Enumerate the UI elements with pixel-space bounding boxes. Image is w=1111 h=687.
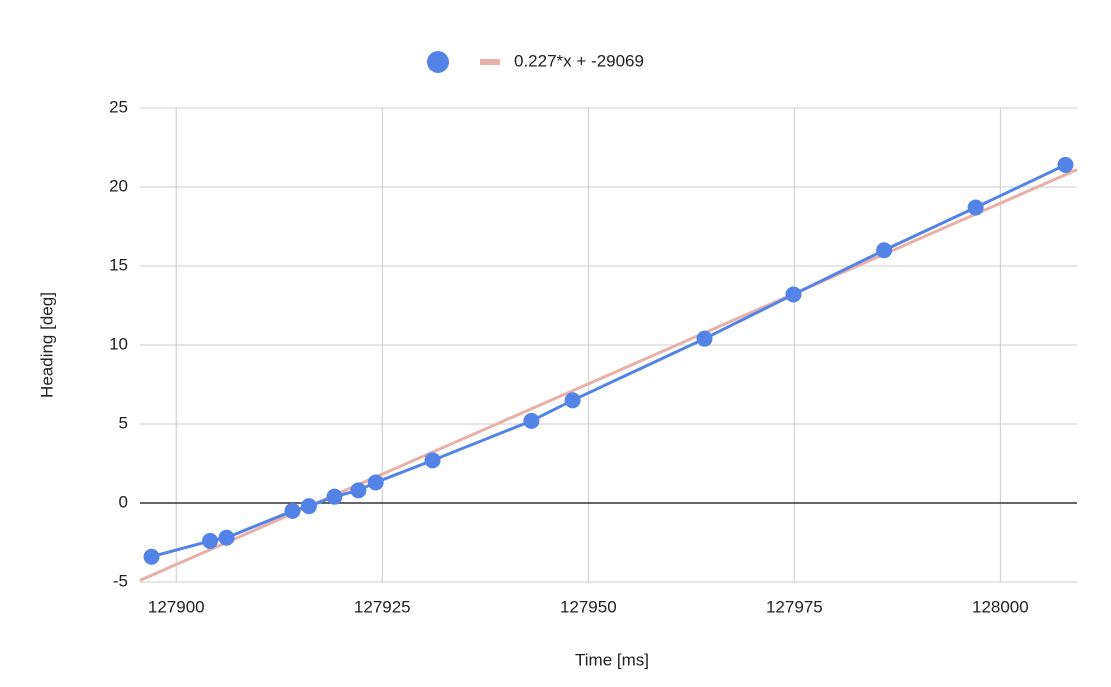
series-line	[151, 163, 1067, 559]
point	[967, 199, 984, 216]
point	[300, 498, 317, 515]
y-tick-label: 20	[109, 176, 128, 195]
point	[350, 482, 367, 499]
point	[1057, 156, 1074, 173]
point	[564, 392, 581, 409]
x-tick-label: 127950	[560, 597, 617, 616]
x-axis-label: Time [ms]	[575, 650, 649, 669]
point	[523, 412, 540, 429]
legend-marker	[427, 51, 449, 73]
y-tick-label: -5	[113, 571, 128, 590]
point	[367, 474, 384, 491]
point	[218, 529, 235, 546]
point	[143, 548, 160, 565]
y-tick-label: 25	[109, 97, 128, 116]
y-axis-label: Heading [deg]	[37, 292, 56, 398]
point	[876, 242, 893, 259]
x-tick-label: 127925	[354, 597, 411, 616]
x-tick-label: 128000	[972, 597, 1029, 616]
point	[284, 502, 301, 519]
point	[696, 330, 713, 347]
y-tick-label: 10	[109, 334, 128, 353]
point	[785, 286, 802, 303]
x-tick-label: 127975	[766, 597, 823, 616]
legend-label: 0.227*x + -29069	[514, 51, 644, 70]
point	[424, 452, 441, 469]
y-tick-label: 15	[109, 255, 128, 274]
x-tick-label: 127900	[148, 597, 205, 616]
series-line	[139, 168, 1078, 582]
point	[326, 488, 343, 505]
point	[202, 532, 219, 549]
y-tick-label: 5	[119, 413, 128, 432]
y-tick-label: 0	[119, 492, 128, 511]
